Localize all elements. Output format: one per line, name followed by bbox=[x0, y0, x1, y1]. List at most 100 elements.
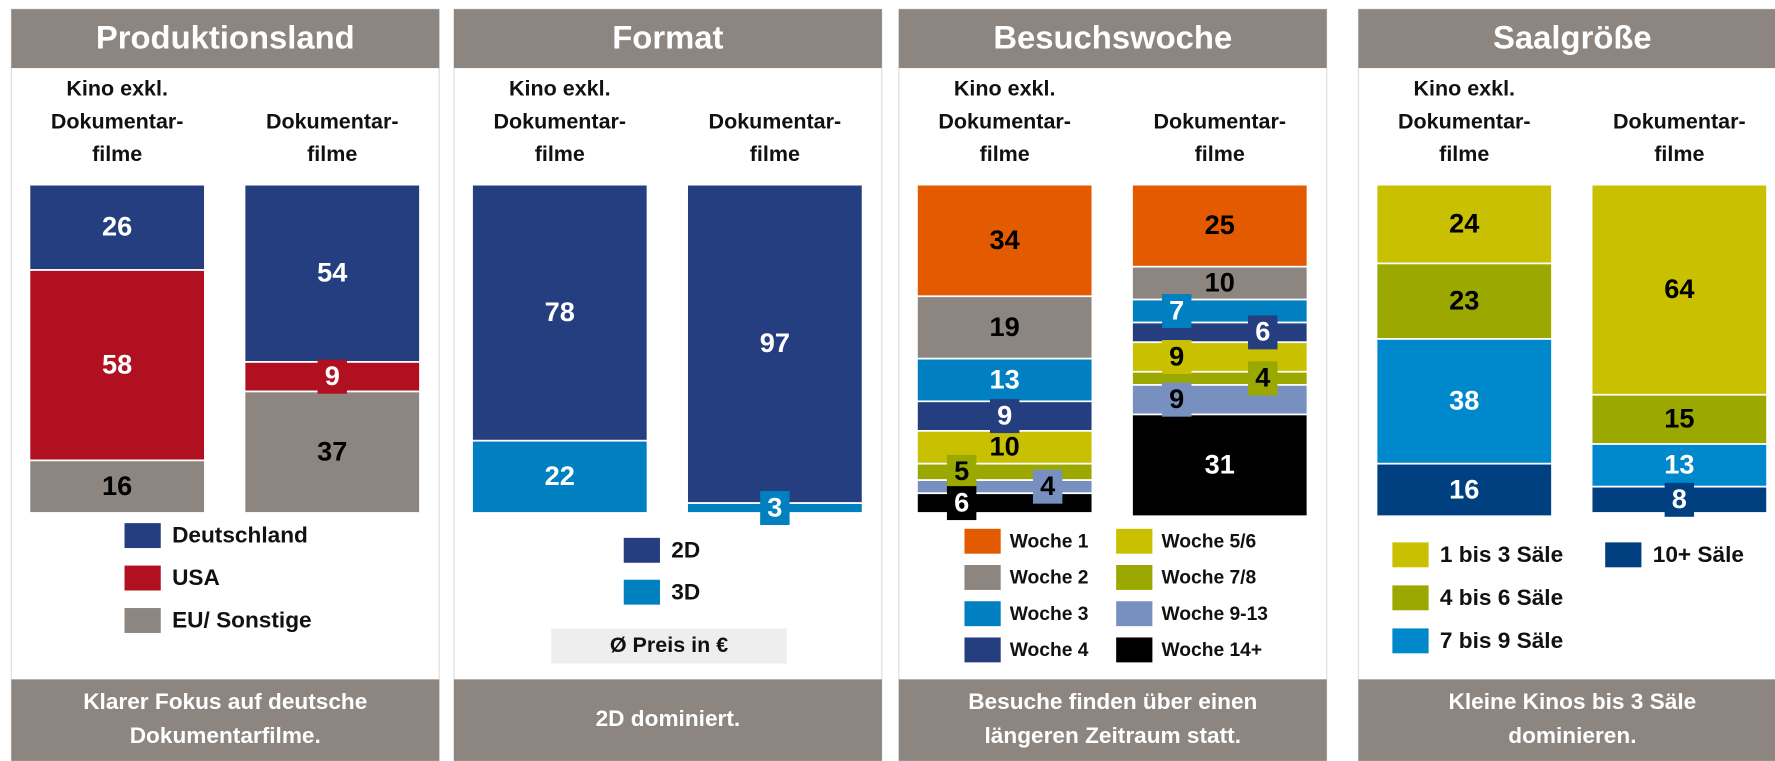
label-box bbox=[1162, 382, 1192, 417]
legend-swatch bbox=[1605, 542, 1642, 568]
caption: 2D dominiert. bbox=[596, 706, 741, 731]
legend-label: 7 bis 9 Säle bbox=[1440, 628, 1563, 653]
legend-swatch bbox=[124, 608, 161, 633]
value-label: 15 bbox=[1664, 403, 1694, 434]
bar-segment bbox=[243, 390, 421, 514]
value-label: 34 bbox=[990, 224, 1020, 255]
value-label: 4 bbox=[1040, 470, 1055, 501]
bar-segment bbox=[1131, 384, 1309, 416]
legend-swatch bbox=[964, 528, 1001, 554]
column-label: Kino exkl. Dokumentar-filme bbox=[51, 76, 184, 166]
bar-segment bbox=[1131, 413, 1309, 518]
value-label: 38 bbox=[1449, 385, 1479, 416]
legend-swatch bbox=[1116, 601, 1153, 627]
legend-label: EU/ Sonstige bbox=[172, 608, 312, 633]
legend-swatch bbox=[1116, 637, 1153, 663]
panel-title: Besuchswoche bbox=[993, 18, 1232, 55]
legend-label: Woche 9-13 bbox=[1161, 604, 1268, 625]
value-label: 24 bbox=[1449, 207, 1479, 238]
value-label: 6 bbox=[1255, 316, 1270, 347]
legend-swatch bbox=[1116, 528, 1153, 554]
label-box bbox=[946, 486, 977, 521]
value-label: 5 bbox=[954, 455, 969, 486]
column-label: Dokumentar-filme bbox=[1613, 109, 1746, 166]
panel-title: Format bbox=[612, 18, 723, 55]
legend-label: Woche 5/6 bbox=[1161, 531, 1256, 552]
value-label: 31 bbox=[1205, 449, 1235, 480]
bar-segment bbox=[1131, 298, 1309, 324]
label-box bbox=[1162, 340, 1192, 374]
legend-swatch bbox=[623, 537, 660, 563]
legend-swatch bbox=[1392, 585, 1429, 611]
value-label: 54 bbox=[317, 257, 347, 288]
panel-header bbox=[1358, 9, 1775, 69]
legend-label: 3D bbox=[671, 579, 700, 604]
legend-swatch bbox=[1392, 628, 1429, 654]
note: Ø Preis in € bbox=[610, 633, 728, 657]
caption: Dokumentarfilme. bbox=[130, 723, 321, 748]
value-label: 22 bbox=[545, 460, 575, 491]
legend-swatch bbox=[964, 565, 1001, 590]
bar-segment bbox=[1131, 183, 1309, 268]
legend-label: Woche 4 bbox=[1010, 640, 1089, 661]
label-box bbox=[1162, 294, 1192, 329]
bar-segment bbox=[1375, 338, 1553, 465]
legend-label: Woche 1 bbox=[1010, 531, 1089, 552]
bar-segment bbox=[471, 183, 649, 442]
label-box bbox=[1664, 482, 1695, 517]
legend-label: 4 bis 6 Säle bbox=[1440, 585, 1563, 610]
value-label: 9 bbox=[997, 399, 1012, 430]
value-label: 6 bbox=[954, 486, 969, 517]
legend-swatch bbox=[964, 601, 1001, 627]
legend-label: 10+ Säle bbox=[1653, 542, 1744, 567]
value-label: 19 bbox=[990, 311, 1020, 342]
value-label: 7 bbox=[1169, 294, 1184, 325]
column-label: Kino exkl. Dokumentar-filme bbox=[1398, 76, 1531, 166]
legend-label: Deutschland bbox=[172, 523, 308, 548]
value-label: 13 bbox=[1664, 449, 1694, 480]
panel-header bbox=[453, 9, 882, 69]
bar-segment bbox=[1131, 341, 1309, 373]
label-box bbox=[1248, 315, 1278, 350]
legend-swatch bbox=[1116, 565, 1153, 590]
value-label: 10 bbox=[1205, 266, 1235, 297]
legend-swatch bbox=[964, 637, 1001, 663]
label-box bbox=[1248, 361, 1278, 396]
panel-title: Saalgröße bbox=[1493, 18, 1652, 55]
legend-label: 2D bbox=[671, 537, 700, 562]
label-box bbox=[760, 491, 790, 526]
value-label: 13 bbox=[990, 363, 1020, 394]
label-box bbox=[946, 454, 977, 489]
bar-segment bbox=[1590, 443, 1768, 488]
panel-footer bbox=[1358, 679, 1775, 761]
value-label: 97 bbox=[760, 327, 790, 358]
panel-footer bbox=[898, 679, 1327, 761]
legend-label: Woche 7/8 bbox=[1161, 568, 1256, 589]
panel-title: Produktionsland bbox=[96, 18, 355, 55]
value-label: 10 bbox=[990, 431, 1020, 462]
bar-segment bbox=[28, 183, 206, 271]
value-label: 37 bbox=[317, 436, 347, 467]
legend-swatch bbox=[1392, 542, 1429, 568]
caption: Besuche finden über einen bbox=[968, 689, 1257, 714]
column-label: Dokumentar-filme bbox=[266, 109, 399, 166]
bar-segment bbox=[916, 183, 1094, 298]
bar-segment bbox=[1375, 183, 1553, 265]
value-label: 58 bbox=[102, 349, 132, 380]
panel-footer bbox=[11, 679, 440, 761]
bar-segment bbox=[1590, 393, 1768, 445]
bar-segment bbox=[471, 439, 649, 514]
bar-segment bbox=[916, 295, 1094, 360]
value-label: 78 bbox=[545, 296, 575, 327]
legend-label: Woche 3 bbox=[1010, 604, 1089, 625]
value-label: 64 bbox=[1664, 273, 1694, 304]
bar-segment bbox=[28, 459, 206, 514]
value-label: 9 bbox=[1169, 383, 1184, 414]
caption: dominieren. bbox=[1508, 723, 1636, 748]
legend-label: Woche 14+ bbox=[1161, 640, 1262, 661]
bar-segment bbox=[1375, 462, 1553, 518]
bar-segment bbox=[916, 462, 1094, 481]
panel-header bbox=[11, 9, 440, 69]
legend-label: 1 bis 3 Säle bbox=[1440, 542, 1563, 567]
